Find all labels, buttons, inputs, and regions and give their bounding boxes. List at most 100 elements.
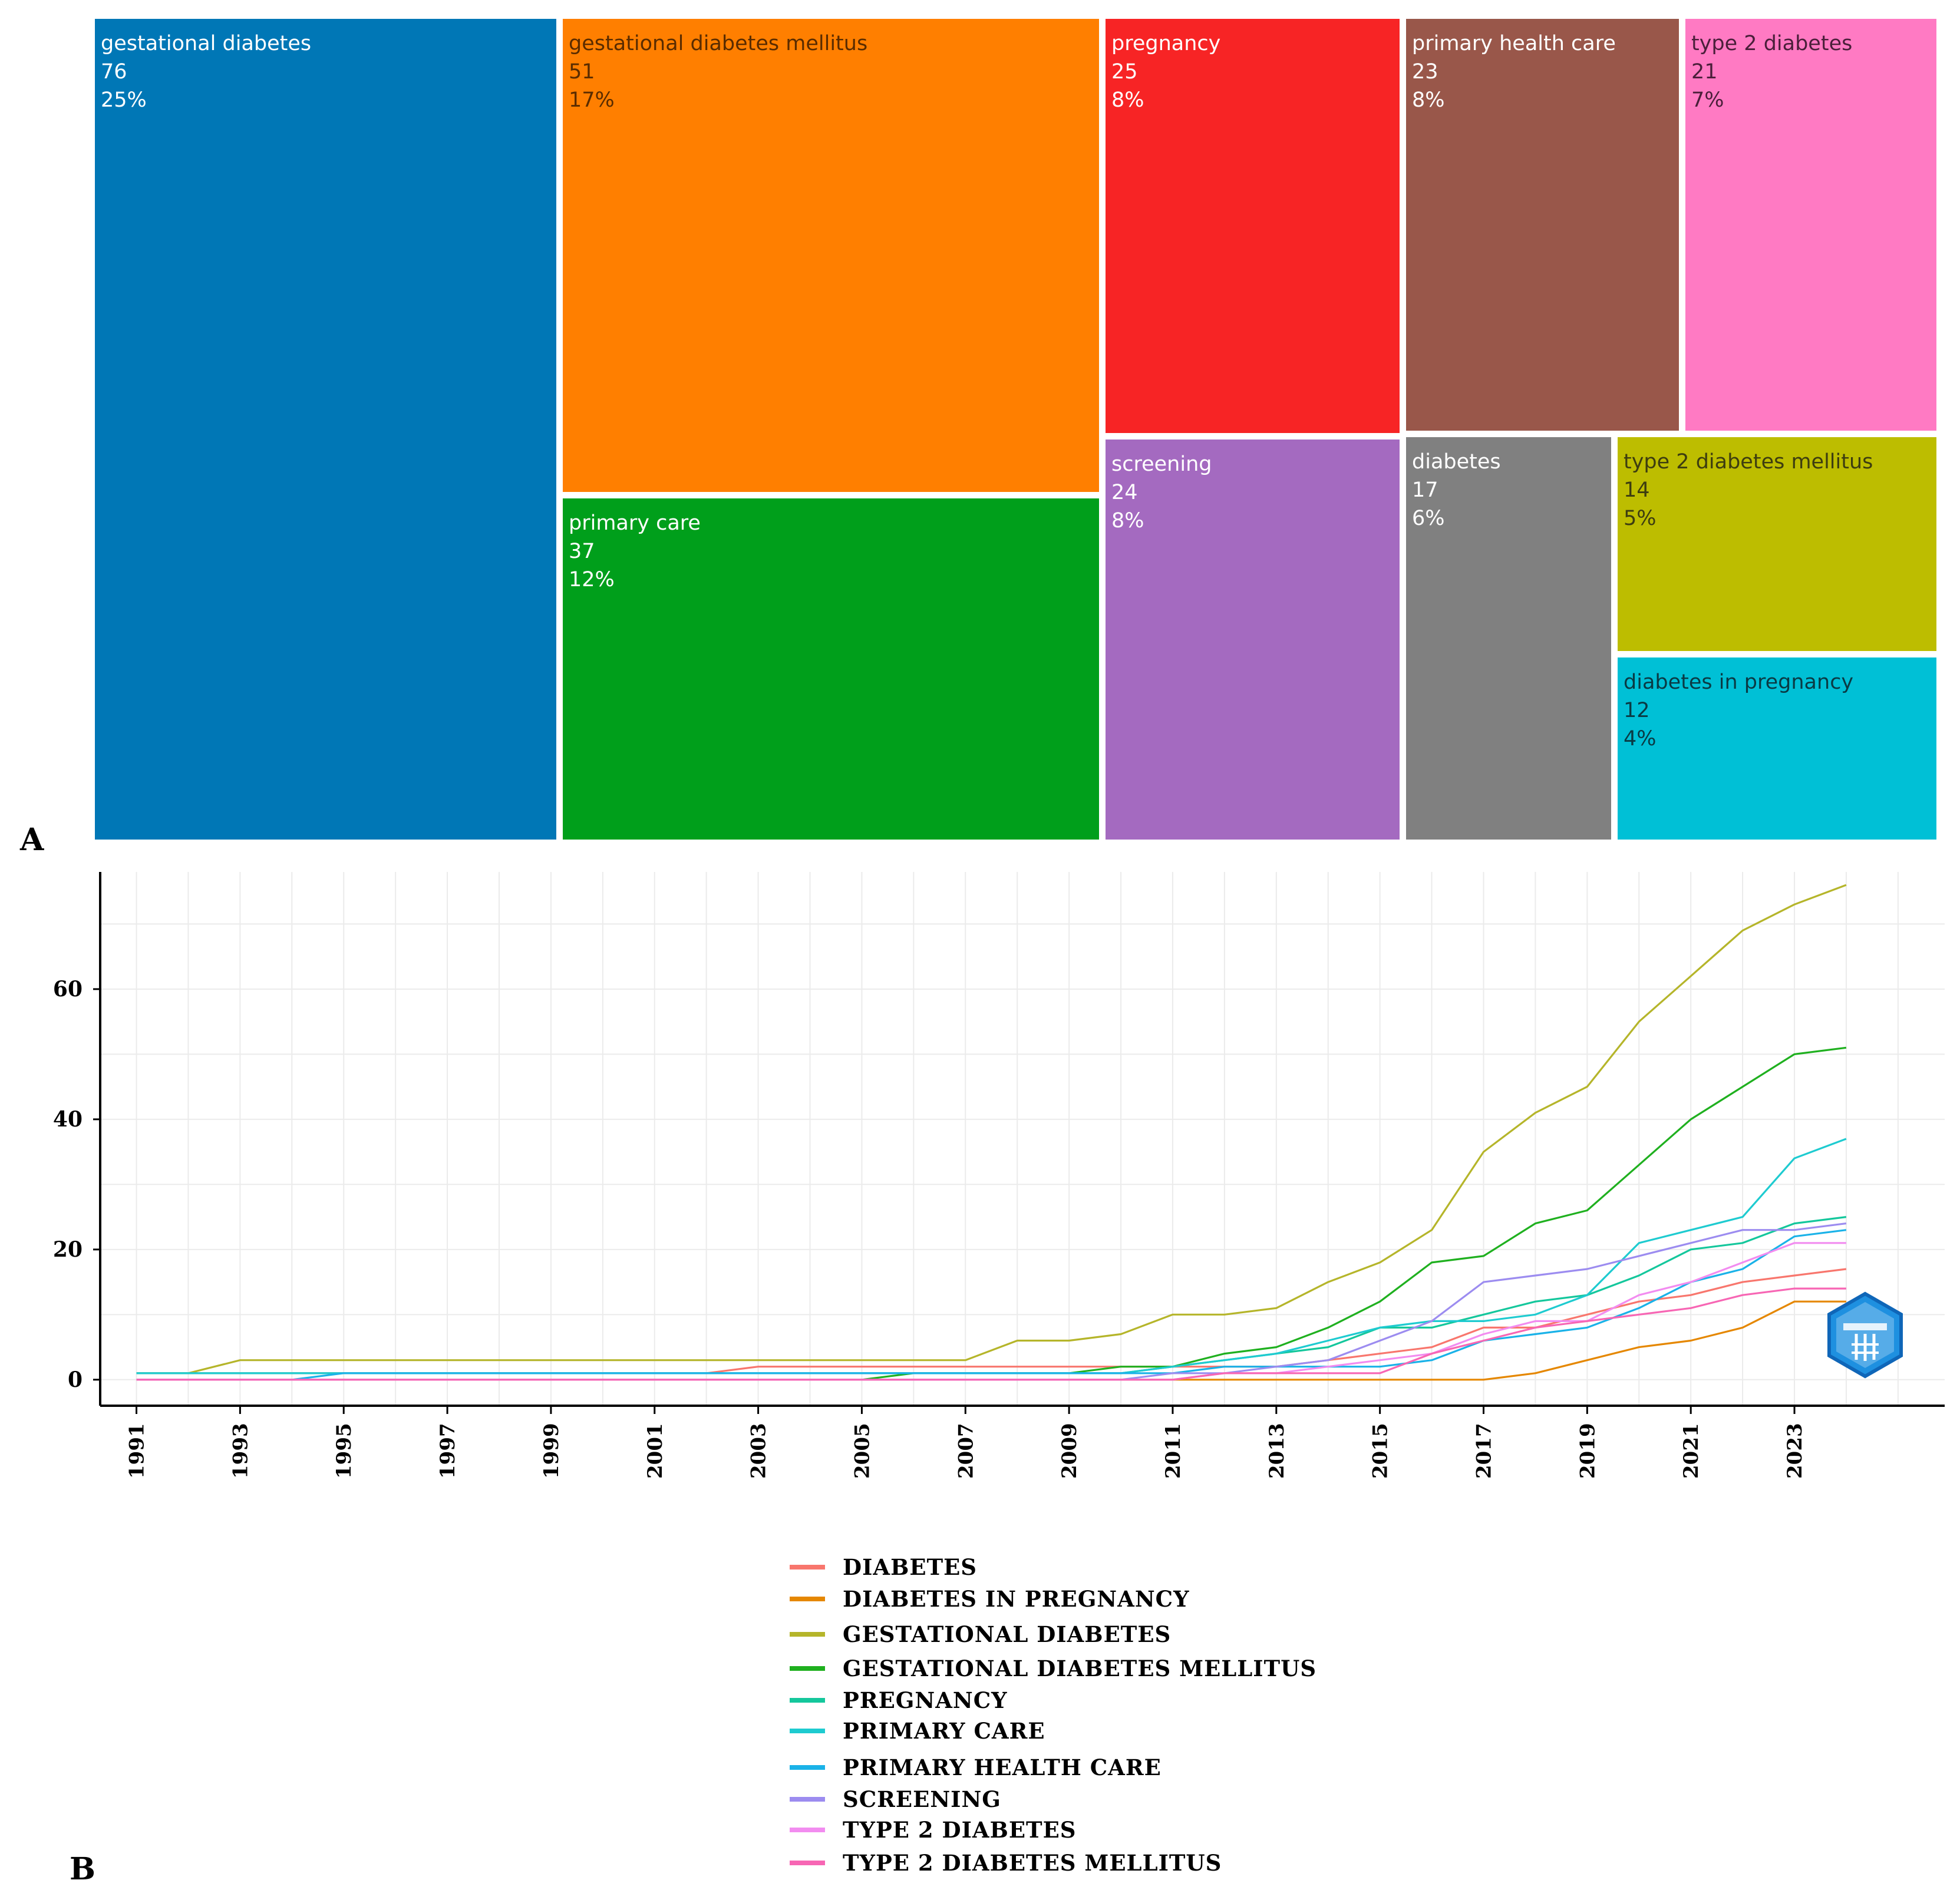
x-tick-label: 2011	[1162, 1423, 1185, 1479]
treemap-tile-percent: 8%	[1111, 509, 1144, 533]
x-tick-label: 1991	[126, 1423, 149, 1479]
treemap-tile-label: gestational diabetes mellitus	[569, 32, 868, 55]
legend-label: GESTATIONAL DIABETES MELLITUS	[843, 1656, 1317, 1681]
x-tick-label: 1999	[540, 1423, 563, 1479]
treemap-tile-value: 17	[1412, 478, 1438, 502]
x-tick-label: 2009	[1058, 1423, 1081, 1479]
legend-item: GESTATIONAL DIABETES	[790, 1621, 1172, 1647]
legend-swatch	[790, 1698, 825, 1703]
treemap-tile: pregnancy 25 8%	[1106, 19, 1400, 433]
legend-item: PRIMARY HEALTH CARE	[790, 1754, 1162, 1780]
legend-label: DIABETES	[843, 1554, 978, 1580]
bibliometrix-logo-icon	[1827, 1291, 1903, 1379]
legend-label: PREGNANCY	[843, 1687, 1008, 1713]
treemap-tile-percent: 8%	[1412, 88, 1445, 112]
treemap-tile-percent: 4%	[1624, 727, 1657, 751]
treemap-tile-label: gestational diabetes	[101, 32, 312, 55]
treemap-tile-label: type 2 diabetes mellitus	[1624, 450, 1873, 474]
series-line-gestational-diabetes-mellitus	[136, 1046, 1847, 1381]
legend-label: PRIMARY HEALTH CARE	[843, 1754, 1162, 1780]
legend-item: PRIMARY CARE	[790, 1718, 1045, 1744]
treemap-tile-label: diabetes	[1412, 450, 1501, 474]
legend-item: TYPE 2 DIABETES	[790, 1817, 1077, 1843]
series-line-type-2-diabetes-mellitus	[136, 1287, 1846, 1381]
treemap-tile-percent: 12%	[569, 568, 615, 592]
treemap-tile-value: 76	[101, 60, 127, 84]
legend-swatch	[790, 1597, 825, 1601]
treemap-tile-percent: 17%	[569, 88, 615, 112]
series-line-primary-care	[136, 1138, 1847, 1374]
treemap-tile: type 2 diabetes mellitus 14 5%	[1618, 437, 1936, 651]
treemap-tile: gestational diabetes 76 25%	[95, 19, 556, 840]
legend-item: TYPE 2 DIABETES MELLITUS	[790, 1850, 1222, 1876]
treemap-tile-value: 24	[1111, 481, 1138, 504]
series-layer	[136, 884, 1847, 1381]
x-tick-label: 2017	[1473, 1423, 1496, 1479]
legend-label: TYPE 2 DIABETES MELLITUS	[843, 1850, 1222, 1876]
treemap-tile-label: pregnancy	[1111, 32, 1221, 55]
legend-label: SCREENING	[843, 1786, 1001, 1812]
x-tick-label: 1997	[436, 1423, 460, 1479]
treemap-tile-label: primary health care	[1412, 32, 1616, 55]
line-chart: 1991 1993 1995 1997 1999 2001 2003 2005 2007 2009…	[53, 872, 1945, 1479]
panel-label-a: A	[20, 822, 44, 858]
treemap-tile: type 2 diabetes 21 7%	[1685, 19, 1936, 431]
treemap-tile-label: screening	[1111, 452, 1212, 476]
treemap-tile-label: primary care	[569, 511, 701, 535]
legend-item: DIABETES	[790, 1554, 978, 1580]
y-tick-label: 20	[53, 1237, 83, 1262]
series-line-screening	[136, 1222, 1847, 1381]
legend-swatch	[790, 1828, 825, 1832]
legend-swatch	[790, 1666, 825, 1671]
legend-swatch	[790, 1565, 825, 1570]
treemap-tile: primary care 37 12%	[563, 498, 1099, 840]
axis-layer: 1991 1993 1995 1997 1999 2001 2003 2005 2007 2009…	[53, 872, 1945, 1479]
treemap-tile: gestational diabetes mellitus 51 17%	[563, 19, 1099, 492]
x-tick-label: 2001	[644, 1423, 667, 1479]
treemap-tile-percent: 25%	[101, 88, 147, 112]
panel-label-b: B	[70, 1851, 95, 1887]
treemap-tile: primary health care 23 8%	[1406, 19, 1679, 431]
treemap-tile-value: 12	[1624, 699, 1650, 722]
y-tick-label: 0	[68, 1367, 83, 1392]
series-line-primary-health-care	[136, 1229, 1847, 1381]
legend-label: GESTATIONAL DIABETES	[843, 1621, 1172, 1647]
treemap-chart: gestational diabetes 76 25% gestational dia…	[0, 0, 1960, 848]
treemap-tile-value: 23	[1412, 60, 1438, 84]
treemap-tile-percent: 5%	[1624, 507, 1657, 530]
x-tick-label: 2003	[747, 1423, 771, 1479]
treemap-tile-label: type 2 diabetes	[1691, 32, 1853, 55]
treemap-tile-value: 51	[569, 60, 595, 84]
y-tick-label: 60	[53, 977, 83, 1002]
x-tick-label: 2015	[1369, 1423, 1393, 1479]
x-tick-label: 2019	[1576, 1423, 1599, 1479]
legend-item: DIABETES IN PREGNANCY	[790, 1586, 1190, 1612]
x-tick-label: 2007	[954, 1423, 978, 1479]
treemap-tile-value: 21	[1691, 60, 1718, 84]
treemap-tile-percent: 8%	[1111, 88, 1144, 112]
x-tick-label: 2023	[1783, 1423, 1807, 1479]
series-line-gestational-diabetes	[136, 884, 1847, 1374]
legend-item: GESTATIONAL DIABETES MELLITUS	[790, 1656, 1317, 1681]
x-tick-label: 1993	[229, 1423, 252, 1479]
treemap-tile-percent: 7%	[1691, 88, 1724, 112]
y-tick-label: 40	[53, 1107, 83, 1132]
treemap-tile-value: 25	[1111, 60, 1138, 84]
legend-label: PRIMARY CARE	[843, 1718, 1045, 1744]
legend-swatch	[790, 1729, 825, 1733]
treemap-tile-value: 14	[1624, 478, 1650, 502]
x-tick-label: 2013	[1265, 1423, 1289, 1479]
x-tick-label: 2005	[850, 1423, 874, 1479]
legend-item: SCREENING	[790, 1786, 1001, 1812]
treemap-tile-percent: 6%	[1412, 507, 1445, 530]
treemap-tile-label: diabetes in pregnancy	[1624, 670, 1854, 694]
legend-swatch	[790, 1797, 825, 1802]
x-tick-label: 1995	[332, 1423, 356, 1479]
legend-label: TYPE 2 DIABETES	[843, 1817, 1077, 1843]
legend-swatch	[790, 1765, 825, 1770]
treemap-tile: diabetes 17 6%	[1406, 437, 1611, 840]
treemap-tile: diabetes in pregnancy 12 4%	[1618, 657, 1936, 840]
legend-swatch	[790, 1861, 825, 1865]
treemap-tile: screening 24 8%	[1106, 440, 1400, 840]
legend-item: PREGNANCY	[790, 1687, 1008, 1713]
